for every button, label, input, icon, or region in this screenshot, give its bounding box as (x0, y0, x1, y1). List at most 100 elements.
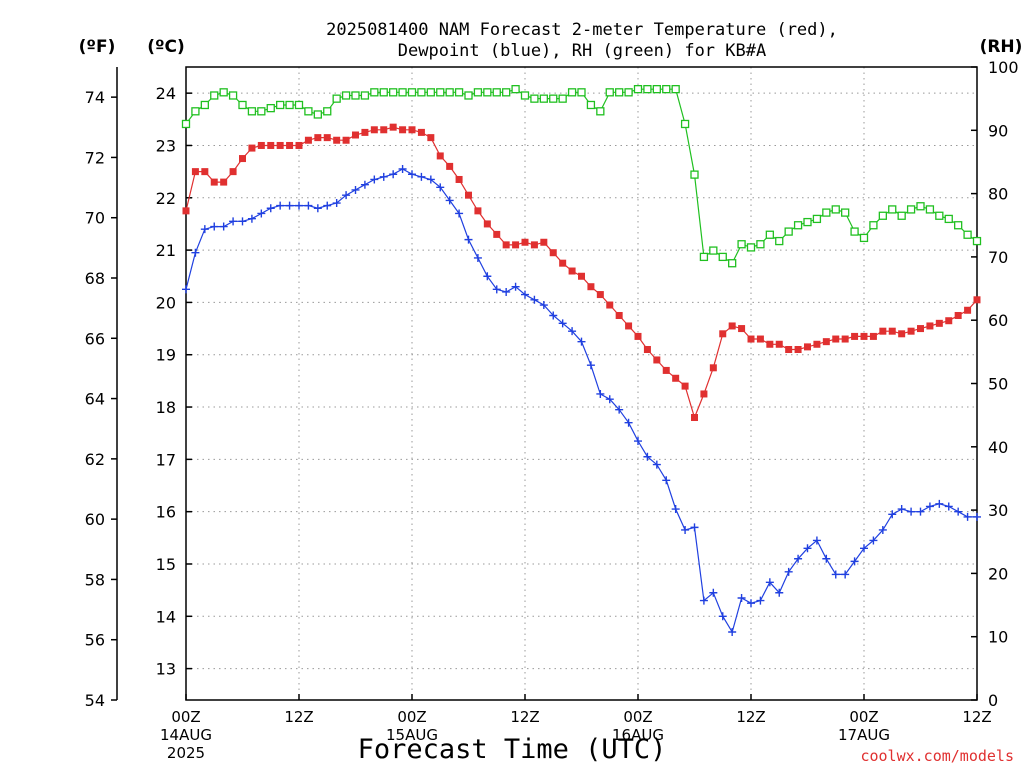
dewpoint-point (756, 596, 765, 605)
rh-tick-label: 60 (988, 311, 1008, 330)
dewpoint-point (784, 567, 793, 576)
dewpoint-point (304, 201, 313, 210)
rh-point (436, 88, 445, 97)
dewpoint-point (568, 327, 577, 336)
rh-point (219, 88, 228, 97)
dewpoint-point (492, 285, 501, 294)
dewpoint-point (615, 405, 624, 414)
fahrenheit-tick-label: 74 (85, 88, 105, 107)
rh-point (200, 100, 209, 110)
temp-point (399, 126, 407, 134)
temp-point (643, 345, 651, 353)
temp-point (267, 141, 275, 149)
temp-point (549, 249, 557, 257)
rh-point (643, 85, 652, 94)
dewpoint-point (247, 214, 256, 223)
temp-point (408, 126, 416, 134)
rh-tick-label: 90 (988, 121, 1008, 140)
temp-point (945, 317, 953, 325)
rh-point (652, 85, 661, 94)
temp-point (596, 291, 604, 299)
dewpoint-point (577, 337, 586, 346)
dewpoint-point (775, 588, 784, 597)
celsius-tick-label: 19 (156, 346, 176, 365)
fahrenheit-tick-label: 70 (85, 209, 105, 228)
rh-point (633, 85, 643, 94)
dewpoint-point (351, 185, 360, 194)
dewpoint-point (916, 507, 925, 516)
rh-point (332, 94, 341, 103)
dewpoint-point (841, 570, 850, 579)
rh-point (746, 243, 756, 252)
temp-point (314, 134, 322, 142)
dewpoint-point (812, 536, 821, 545)
dewpoint-point (285, 201, 294, 210)
temp-point (738, 325, 746, 333)
temp-point (917, 325, 924, 333)
rh-point (906, 205, 916, 214)
dewpoint-series (182, 165, 981, 636)
rh-point (841, 208, 850, 217)
rh-point (831, 205, 840, 214)
rh-point (822, 208, 831, 217)
dewpoint-point (342, 191, 351, 200)
rh-unit-label: (RH) (980, 37, 1023, 57)
rh-point (247, 107, 257, 116)
celsius-tick-label: 20 (156, 293, 176, 312)
rh-point (944, 214, 953, 224)
rh-point (539, 94, 548, 103)
rh-point (238, 100, 247, 110)
rh-point (812, 214, 822, 224)
temp-point (380, 126, 388, 134)
time-tick-label: 00Z (849, 708, 878, 726)
rh-point (586, 100, 596, 110)
celsius-tick-label: 13 (156, 660, 176, 679)
temp-point (691, 414, 698, 422)
celsius-tick-label: 22 (156, 189, 176, 208)
rh-point (407, 88, 417, 97)
temp-point (728, 322, 736, 330)
dewpoint-point (803, 544, 812, 553)
time-tick-label: 12Z (284, 708, 313, 726)
dewpoint-point (822, 554, 831, 563)
dewpoint-point (549, 311, 558, 320)
rh-point (662, 85, 671, 94)
temp-point (634, 332, 642, 340)
temp-point (483, 220, 491, 228)
rh-point (963, 230, 972, 239)
temp-series (182, 123, 981, 422)
rh-point (294, 100, 304, 110)
temp-point (568, 267, 576, 275)
rh-point (718, 252, 727, 262)
fahrenheit-unit-label: (ºF) (79, 37, 116, 57)
rh-point (775, 236, 784, 246)
temp-point (606, 301, 614, 309)
temp-point (709, 364, 717, 372)
temp-point (804, 343, 811, 351)
temp-point (455, 175, 463, 183)
rh-point (671, 85, 680, 94)
rh-point (709, 246, 718, 255)
dewpoint-point (370, 175, 379, 184)
rh-point (615, 88, 624, 97)
dewpoint-point (483, 272, 492, 281)
celsius-tick-label: 23 (156, 136, 176, 155)
rh-point (699, 252, 709, 262)
date-tick-label: 14AUG (160, 726, 212, 744)
grid-lines (186, 67, 977, 700)
dewpoint-point (765, 578, 774, 587)
rh-point (935, 211, 944, 220)
temp-point (888, 327, 896, 335)
date-tick-label: 15AUG (386, 726, 438, 744)
rh-point (567, 88, 577, 97)
time-tick-label: 12Z (510, 708, 539, 726)
temp-point (700, 390, 708, 398)
dewpoint-line (185, 168, 977, 634)
rh-point (454, 88, 464, 97)
dewpoint-point (662, 476, 671, 485)
dewpoint-point (878, 525, 887, 534)
fahrenheit-tick-label: 72 (85, 148, 105, 167)
time-tick-label: 00Z (397, 708, 426, 726)
celsius-unit-label: (ºC) (147, 37, 185, 57)
rh-point (803, 217, 812, 227)
